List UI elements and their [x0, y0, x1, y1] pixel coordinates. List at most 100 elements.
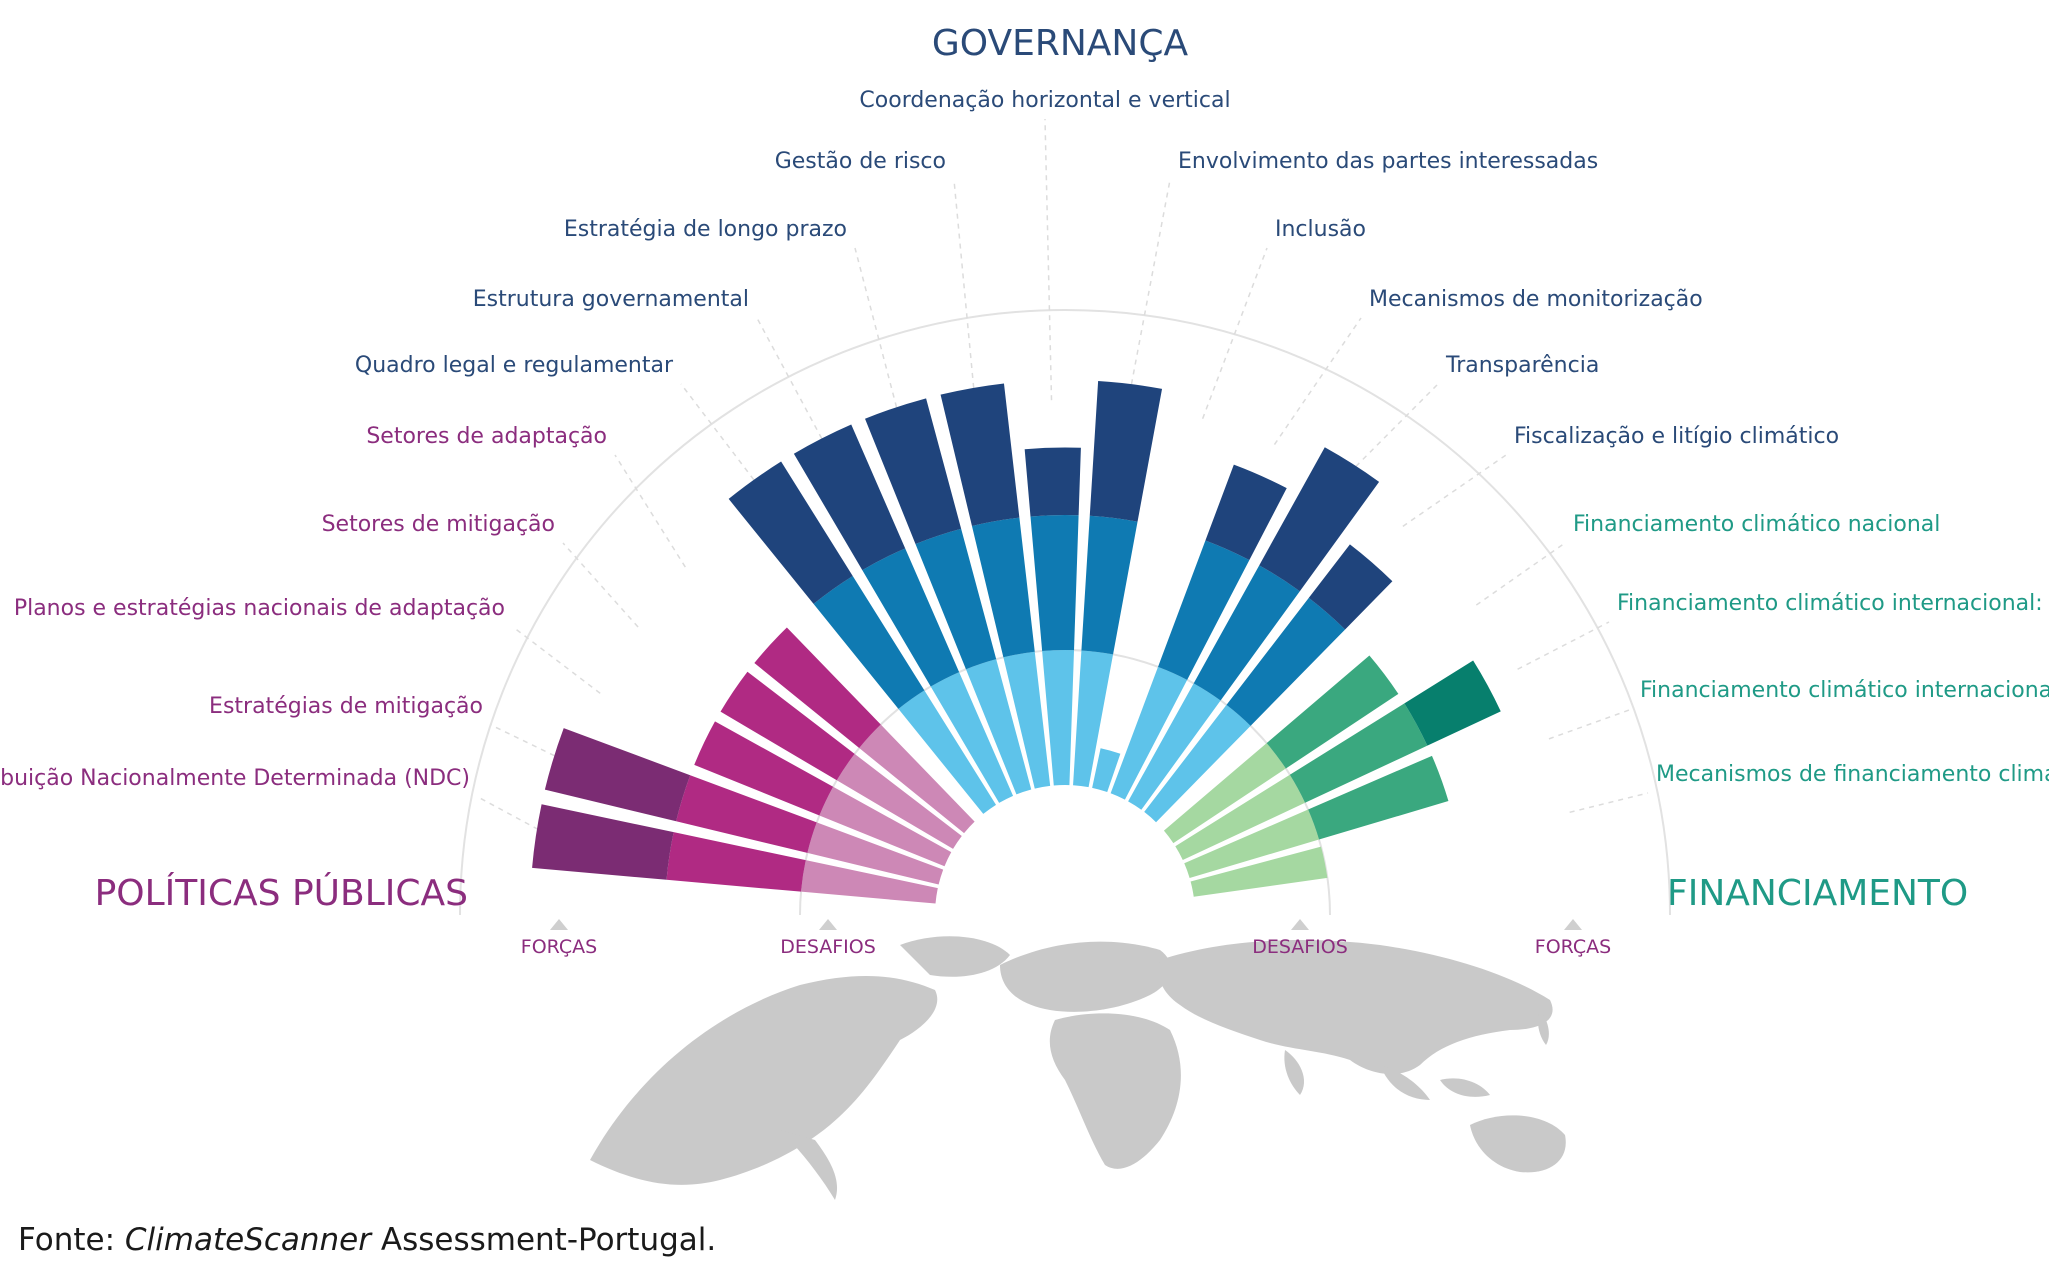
bar-quadro-legal-e-regulamentar — [728, 461, 997, 814]
bar-segment-2 — [915, 528, 997, 670]
bar-segment-1 — [1073, 650, 1114, 788]
leader-line — [756, 317, 832, 457]
bar-label-quadro-legal-e-regulamentar: Quadro legal e regulamentar — [355, 353, 674, 378]
bar-segment-2 — [1081, 515, 1138, 655]
bar-label-envolvimento-das-partes-interessadas: Envolvimento das partes interessadas — [1178, 149, 1598, 174]
bar-label-setores-de-adaptacao: Setores de adaptação — [366, 424, 607, 449]
bar-mecanismos-de-financiamento-climatico-privado-nacional-e-internacional — [1190, 846, 1328, 897]
axis-triangle-icon — [819, 919, 837, 930]
group-title-financiamento: FINANCIAMENTO — [1667, 873, 1968, 914]
leader-line — [1341, 383, 1439, 482]
bar-segment-3 — [793, 424, 906, 571]
bar-planos-e-estrategias-nacionais-de-adaptacao — [694, 721, 952, 867]
bar-segment-1 — [807, 822, 944, 885]
source-note: Fonte: ClimateScanner Assessment-Portuga… — [18, 1222, 716, 1258]
leader-line — [1127, 179, 1171, 404]
leader-line — [1475, 542, 1566, 606]
bar-segment-3 — [544, 728, 691, 822]
bar-segment-2 — [862, 548, 960, 687]
map-landmass-1 — [590, 975, 938, 1185]
axis-triangle-icon — [1291, 919, 1309, 930]
bar-setores-de-mitigacao — [720, 671, 962, 849]
group-title-governanca: GOVERNANÇA — [932, 23, 1189, 64]
bar-segment-2 — [754, 627, 881, 749]
bar-segment-1 — [1003, 651, 1051, 789]
axis-label-forcas: FORÇAS — [521, 936, 597, 958]
bar-segment-1 — [819, 786, 952, 867]
bar-segment-1 — [1092, 748, 1121, 793]
bar-segment-1 — [930, 672, 1014, 803]
source-title: ClimateScanner — [124, 1222, 371, 1258]
bar-coordenacao-horizontal-e-vertical — [1024, 447, 1081, 786]
bar-label-mecanismos-de-financiamento-climatico-privado-nacional-e-internacional: Mecanismos de financiamento climático pr… — [1656, 762, 2049, 787]
axis-markers: FORÇAS DESAFIOS DESAFIOS FORÇAS — [521, 919, 1611, 958]
axis-label-forcas: FORÇAS — [1535, 936, 1611, 958]
bar-segment-2 — [1266, 655, 1399, 769]
bar-segment-2 — [1289, 703, 1428, 803]
bar-contribuicao-nacionalmente-determinada-ndc — [532, 804, 938, 904]
bar-financiamento-climatico-internacional-paises-doadores — [1175, 660, 1501, 860]
bar-segment-1 — [898, 690, 997, 814]
bar-segment-1 — [1190, 846, 1328, 897]
bar-segment-1 — [859, 724, 975, 834]
leader-line — [1548, 708, 1633, 740]
leader-line — [614, 454, 686, 568]
group-title-politicas-publicas: POLÍTICAS PÚBLICAS — [95, 872, 468, 914]
leader-line — [1569, 792, 1649, 814]
axis-triangle-icon — [550, 919, 568, 930]
bar-segment-3 — [865, 398, 962, 544]
bar-segment-1 — [836, 753, 962, 849]
bar-segment-2 — [666, 832, 806, 892]
bar-segment-2 — [971, 517, 1035, 658]
bar-segment-1 — [1042, 650, 1075, 786]
bar-segment-3 — [728, 461, 853, 604]
bar-label-inclusao: Inclusão — [1275, 217, 1366, 242]
group-titles: POLÍTICAS PÚBLICAS GOVERNANÇA FINANCIAMENT… — [95, 23, 1969, 914]
bar-segment-1 — [1128, 683, 1221, 810]
leader-line — [854, 247, 903, 427]
leader-line — [562, 542, 639, 628]
bar-label-coordenacao-horizontal-e-vertical: Coordenação horizontal e vertical — [859, 88, 1230, 113]
source-suffix: Assessment-Portugal. — [380, 1222, 717, 1258]
bar-envolvimento-das-partes-interessadas — [1073, 381, 1163, 788]
world-map-icon — [590, 936, 1566, 1200]
axis-triangle-icon — [1564, 919, 1582, 930]
bar-labels: Contribuição Nacionalmente Determinada (… — [0, 88, 2049, 791]
bar-segment-3 — [1024, 447, 1081, 517]
bar-segment-2 — [694, 721, 834, 816]
bar-segment-2 — [1226, 597, 1346, 726]
bar-transparencia — [1128, 447, 1380, 810]
bar-label-financiamento-climatico-nacional: Financiamento climático nacional — [1573, 512, 1940, 537]
reference-ring-2 — [459, 309, 1671, 916]
bar-segment-1 — [801, 860, 938, 904]
bar-label-setores-de-mitigacao: Setores de mitigação — [322, 512, 555, 537]
bar-estrutura-governamental — [793, 424, 1014, 803]
bar-label-financiamento-climatico-internacional-paises-doadores: Financiamento climático internacional: p… — [1617, 591, 2049, 616]
bar-label-financiamento-climatico-internacional-paises-beneficiarios: Financiamento climático internacional: p… — [1640, 678, 2049, 703]
bar-label-gestao-de-risco: Gestão de risco — [775, 149, 946, 174]
bar-label-estrategia-de-longo-prazo: Estratégia de longo prazo — [564, 217, 847, 242]
map-landmass-2 — [780, 1130, 838, 1200]
leader-line — [512, 626, 601, 694]
bar-inclusao — [1092, 748, 1121, 793]
bar-label-fiscalizacao-e-litigio-climatico: Fiscalização e litígio climático — [1514, 424, 1839, 449]
map-landmass-8 — [1380, 1065, 1430, 1100]
bar-segment-2 — [720, 671, 855, 781]
map-landmass-9 — [1440, 1078, 1490, 1097]
map-landmass-7 — [1284, 1050, 1305, 1095]
bar-segment-3 — [1308, 544, 1393, 630]
axis-label-desafios: DESAFIOS — [1252, 936, 1348, 958]
bar-segment-1 — [965, 659, 1032, 795]
source-prefix: Fonte: — [18, 1222, 116, 1258]
bar-segment-3 — [1259, 447, 1380, 592]
bar-label-transparencia: Transparência — [1445, 353, 1599, 378]
bar-label-contribuicao-nacionalmente-determinada-ndc: Contribuição Nacionalmente Determinada (… — [0, 766, 470, 791]
axis-label-desafios: DESAFIOS — [780, 936, 876, 958]
leader-line — [1402, 454, 1507, 527]
map-landmass-5 — [1049, 1013, 1181, 1169]
bar-segment-1 — [1175, 774, 1306, 860]
bar-fiscalizacao-e-litigio-climatico — [1144, 544, 1393, 823]
leader-line — [1201, 247, 1268, 419]
map-landmass-6 — [1158, 940, 1553, 1075]
